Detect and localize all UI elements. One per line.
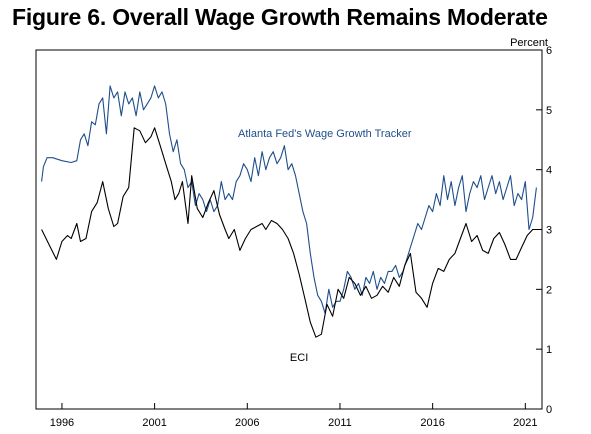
y-tick-label: 6 [546,45,552,57]
y-tick-label: 5 [546,105,552,117]
series-line-eci [41,127,537,338]
x-tick-label: 2021 [513,417,537,429]
y-axis-label: Percent [510,37,548,49]
series-annotations: Atlanta Fed's Wage Growth Tracker ECI [238,128,412,364]
x-tick-label: 2006 [235,417,259,429]
chart-title: Figure 6. Overall Wage Growth Remains Mo… [12,4,548,30]
y-tick-label: 4 [546,165,552,177]
annotation-eci: ECI [290,352,308,364]
y-tick-label: 0 [546,404,552,416]
x-axis: 1996 2001 2006 2011 2016 2021 [50,403,538,429]
y-tick-label: 3 [546,225,552,237]
y-tick-label: 2 [546,284,552,296]
x-tick-label: 2001 [142,417,166,429]
x-tick-label: 1996 [50,417,74,429]
x-tick-label: 2016 [420,417,444,429]
annotation-wage-tracker: Atlanta Fed's Wage Growth Tracker [238,128,412,140]
x-tick-label: 2011 [328,417,352,429]
y-axis: 0 1 2 3 4 5 6 [536,45,552,416]
series-line-wage-tracker [41,85,537,314]
y-tick-label: 1 [546,344,552,356]
series-lines [41,85,537,338]
